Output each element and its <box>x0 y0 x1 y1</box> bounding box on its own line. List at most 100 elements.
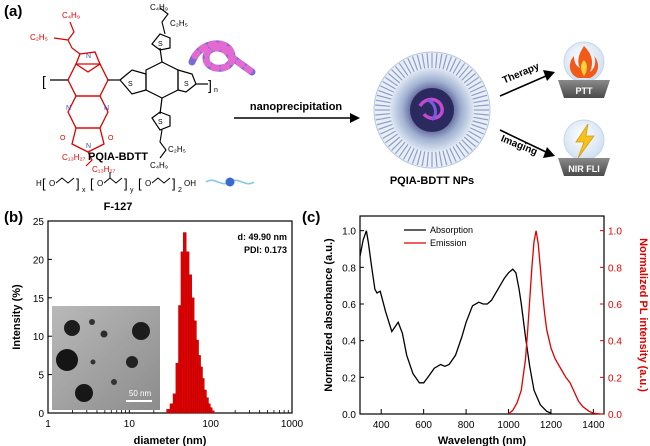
x-tick-label-c: 1000 <box>497 420 520 431</box>
y-axis-label-b: Intensity (%) <box>11 284 23 350</box>
y-tick-label-c-left: 0.8 <box>342 263 356 274</box>
y-tick-label-c-right: 0.0 <box>608 410 622 421</box>
f127-bracket-1: [ <box>42 176 46 191</box>
x-tick-label-b: 10 <box>124 419 136 430</box>
imaging-arrowhead <box>543 147 555 158</box>
o-label-f3: O <box>145 179 151 188</box>
panel-c: (c) 0.0 0.2 0.4 0.6 0.8 1.0 0.0 0.2 0.4 0.6 0.8 1.… <box>302 209 649 446</box>
imaging-label: Imaging <box>499 133 539 158</box>
ptt-icon: PTT <box>558 41 610 98</box>
c2h5-label-red: C₂H₅ <box>30 33 48 42</box>
y-axis-label-c-left: Normalized absorbance (a.u.) <box>323 238 335 392</box>
f127-bracket-5: [ <box>138 176 142 191</box>
panel-b-label: (b) <box>4 209 23 226</box>
polymer-chain-icon <box>188 40 256 76</box>
panel-a: (a) C₄H₉ C₂H₅ N N N O O N C₁₃H₂₇ C₁₃H₂₇ <box>4 3 610 213</box>
f127-label: F-127 <box>104 201 133 213</box>
c4h9-label-top: C₄H₉ <box>150 3 168 12</box>
y-tick-label-c-left: 0.2 <box>342 373 356 384</box>
therapy-arrow <box>499 75 547 97</box>
y-tick-label-b: 10 <box>33 332 45 343</box>
x-sub-label: x <box>82 187 86 194</box>
histogram-bar <box>166 408 170 414</box>
c4h9-label-bottom: C₄H₉ <box>150 161 168 170</box>
x-tick-label-c: 800 <box>458 420 475 431</box>
two-sub-label: 2 <box>178 187 182 194</box>
y-tick-label-c-left: 0.0 <box>342 410 356 421</box>
x-tick-label-c: 400 <box>373 420 390 431</box>
n-label-4: N <box>86 143 91 150</box>
x-tick-label-c: 1200 <box>540 420 563 431</box>
y-tick-label-b: 0 <box>38 409 44 420</box>
emission-line <box>508 230 600 415</box>
y-tick-label-b: 15 <box>33 294 45 305</box>
y-tick-label-c-left: 0.6 <box>342 300 356 311</box>
legend: Absorption Emission <box>404 225 473 248</box>
n-label-1: N <box>86 53 91 60</box>
x-tick-label-b: 100 <box>202 419 219 430</box>
x-axis-label-c: Wavelength (nm) <box>438 435 527 446</box>
x-axis-label-b: diameter (nm) <box>134 435 207 446</box>
scale-bar-label: 50 nm <box>129 389 152 398</box>
y-tick-label-b: 25 <box>33 217 45 228</box>
plot-c-frame <box>359 215 605 415</box>
x-tick-label-b: 1 <box>45 419 51 430</box>
y-tick-label-c-right: 0.2 <box>608 373 622 384</box>
y-tick-label-c-right: 1.0 <box>608 227 622 238</box>
nanoprecipitation-label: nanoprecipitation <box>250 101 343 113</box>
repeat-n-label: n <box>214 87 218 94</box>
pdi-annotation: PDI: 0.173 <box>244 245 287 255</box>
f127-bracket-2: ] <box>76 176 80 191</box>
o-label-2: O <box>108 135 114 142</box>
nir-fli-icon: NIR FLI <box>558 119 610 176</box>
y-tick-label-c-left: 1.0 <box>342 227 356 238</box>
oh-label: OH <box>184 179 196 188</box>
x-tick-label-b: 1000 <box>281 419 304 430</box>
bracket-right: ] <box>208 77 212 93</box>
f127-hydrophobic-bead <box>225 177 235 187</box>
nanoparticle-illustration <box>373 51 491 169</box>
y-tick-label-b: 20 <box>33 255 45 266</box>
s-label-2: S <box>184 81 189 88</box>
x-tick-label-c: 1400 <box>582 420 605 431</box>
pqia-bdtt-nps-label: PQIA-BDTT NPs <box>390 175 474 187</box>
d-annotation: d: 49.90 nm <box>237 232 287 242</box>
pqia-bdtt-structure: C₄H₉ C₂H₅ N N N O O N C₁₃H₂₇ C₁₃H₂₇ [ <box>30 3 218 174</box>
s-label-3: S <box>158 41 163 48</box>
o-label-f1: O <box>49 179 55 188</box>
n-label-2: N <box>66 105 71 112</box>
c4h9-label-red: C₄H₉ <box>62 11 80 20</box>
n-label-3: N <box>104 105 109 112</box>
pqia-bdtt-label: PQIA-BDTT <box>88 151 148 163</box>
o-label-1: O <box>60 135 66 142</box>
imaging-arrow <box>499 129 547 153</box>
absorption-line <box>359 230 552 414</box>
panel-c-label: (c) <box>302 209 320 226</box>
s-label-1: S <box>128 81 133 88</box>
legend-emission-label: Emission <box>430 238 467 248</box>
ptt-label: PTT <box>576 86 594 96</box>
legend-absorption-label: Absorption <box>430 225 473 235</box>
c13h27-label: C₁₃H₂₇ <box>62 153 86 162</box>
y-tick-label-c-left: 0.4 <box>342 337 356 348</box>
bracket-left: [ <box>42 73 46 89</box>
therapy-arrowhead <box>543 70 555 81</box>
c2h5-label-bottom: C₂H₅ <box>168 145 186 154</box>
y-tick-label-b: 5 <box>38 371 44 382</box>
f127-bracket-3: [ <box>90 176 94 191</box>
nanoprecipitation-arrowhead <box>350 113 360 123</box>
o-label-f2: O <box>97 179 103 188</box>
histogram-bar <box>169 403 174 414</box>
h-label: H <box>36 179 42 188</box>
nir-fli-label: NIR FLI <box>568 164 600 174</box>
f127-bracket-6: ] <box>172 176 176 191</box>
c2h5-label-top: C₂H₅ <box>170 19 188 28</box>
y-axis-label-c-right: Normalized PL intensity (a.u.) <box>637 238 649 392</box>
spectra-chart: 0.0 0.2 0.4 0.6 0.8 1.0 0.0 0.2 0.4 0.6 0.8 1.0 40… <box>323 215 649 446</box>
therapy-label: Therapy <box>501 61 542 86</box>
f127-bracket-4: ] <box>124 176 128 191</box>
